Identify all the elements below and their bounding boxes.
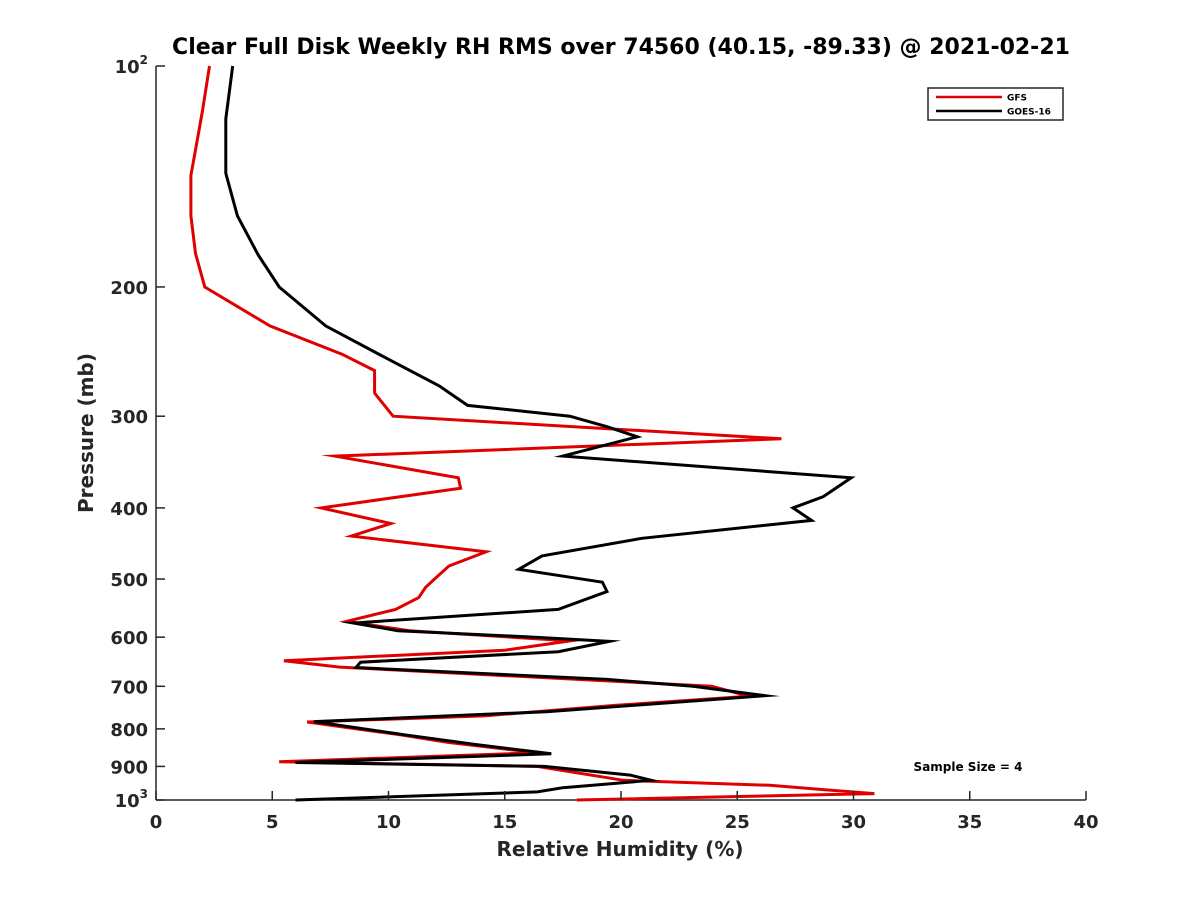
legend-label-goes-16: GOES-16 xyxy=(1007,108,1051,118)
x-tick-label: 5 xyxy=(266,812,279,833)
y-tick-label: 200 xyxy=(110,278,148,299)
x-tick-label: 40 xyxy=(1073,812,1098,833)
y-axis-label: Pressure (mb) xyxy=(74,353,98,513)
plot-frame xyxy=(155,66,1086,801)
series-line-gfs xyxy=(189,65,875,802)
x-tick-label: 35 xyxy=(957,812,982,833)
y-tick-label: 400 xyxy=(110,499,148,520)
y-tick-label: 700 xyxy=(110,677,148,698)
y-tick-label: 800 xyxy=(110,720,148,741)
x-tick-label: 10 xyxy=(376,812,401,833)
x-tick-label: 30 xyxy=(841,812,866,833)
y-tick-label: 102 xyxy=(115,53,148,78)
legend-label-gfs: GFS xyxy=(1007,94,1027,104)
y-tick-label: 300 xyxy=(110,407,148,428)
legend-box xyxy=(927,87,1064,121)
sample-size-annotation: Sample Size = 4 xyxy=(914,760,1023,774)
x-tick-label: 20 xyxy=(608,812,633,833)
y-tick-label: 900 xyxy=(110,757,148,778)
x-tick-label: 25 xyxy=(725,812,750,833)
series-line-goes-16 xyxy=(224,65,856,802)
y-tick-label: 103 xyxy=(115,787,148,812)
y-axis-ticks: 102 200 300 400 500 600 700 800 900 103 xyxy=(110,53,165,812)
y-tick-label: 500 xyxy=(110,570,148,591)
x-tick-label: 15 xyxy=(492,812,517,833)
chart-title: Clear Full Disk Weekly RH RMS over 74560… xyxy=(172,35,1070,60)
x-axis-ticks: 0 5 10 15 20 25 30 35 40 xyxy=(150,791,1099,833)
series-layer xyxy=(189,65,875,802)
legend: GFS GOES-16 xyxy=(927,87,1064,121)
y-tick-label: 600 xyxy=(110,628,148,649)
x-axis-label: Relative Humidity (%) xyxy=(496,837,743,861)
x-tick-label: 0 xyxy=(150,812,163,833)
